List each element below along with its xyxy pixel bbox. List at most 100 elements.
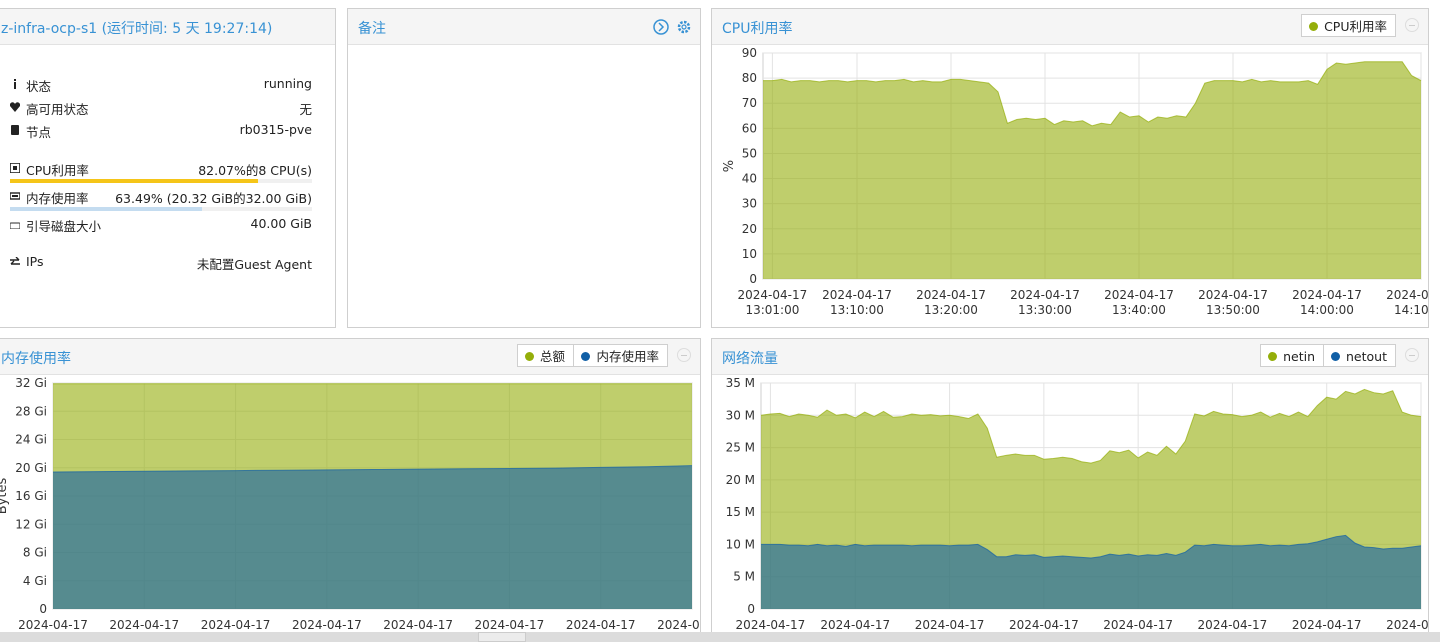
chart: 0 4 Gi 8 Gi 12 Gi 16 Gi 20 Gi 24 Gi 28 Gi 32 Gi 2…	[0, 376, 700, 632]
chart-title: 网络流量	[722, 351, 778, 367]
legend-dot	[1268, 352, 1278, 361]
chart-panel: 内存使用率 总额 内存使用率 0 4 Gi 8 Gi 12 Gi 16 Gi 20 Gi 24 G…	[0, 338, 701, 642]
status-value: 82.07%的8 CPU(s)	[198, 163, 312, 178]
legend-dot	[1309, 22, 1319, 31]
legend-item[interactable]: 内存使用率	[573, 344, 668, 367]
status-title: z-infra-ocp-s1 (运行时间: 5 天 19:27:14)	[1, 21, 273, 37]
legend-dot	[1331, 352, 1340, 361]
legend-item[interactable]: netin	[1260, 344, 1324, 367]
legend-label: netout	[1346, 349, 1387, 364]
status-row: CPU利用率 82.07%的8 CPU(s)	[10, 160, 312, 178]
status-value: rb0315-pve	[239, 122, 312, 137]
x-tick-label: 2024-04-17	[109, 618, 179, 632]
status-label: IPs	[26, 254, 44, 269]
status-icon	[11, 125, 19, 135]
status-label: 高可用状态	[26, 102, 89, 117]
chart-title: 内存使用率	[1, 351, 71, 367]
status-value: 未配置Guest Agent	[196, 257, 312, 272]
x-tick-label: 2024-04-17	[475, 618, 545, 632]
status-label: 节点	[26, 125, 52, 140]
status-icon	[10, 257, 20, 265]
legend-item[interactable]: CPU利用率	[1301, 14, 1396, 37]
legend-item[interactable]: netout	[1323, 344, 1396, 367]
x-tick-label: 2024-04-17 13:30:00	[1010, 288, 1080, 317]
legend-label: CPU利用率	[1324, 19, 1387, 34]
chart-panel: 网络流量 netin netout 0 5 M 10 M 15 M 20 M 25 M 30 M 3…	[711, 338, 1429, 642]
x-tick-label: 2024-04-17	[1103, 618, 1173, 632]
y-tick-label: 80	[742, 71, 757, 85]
status-row: IPs 未配置Guest Agent	[10, 254, 312, 272]
x-tick-label: 2024-04-17 13:50:00	[1198, 288, 1268, 317]
status-icon	[10, 102, 20, 112]
status-value: 无	[299, 102, 312, 117]
series-area	[763, 61, 1421, 280]
usage-track	[10, 207, 312, 211]
usage-track	[10, 179, 312, 183]
status-icon	[10, 192, 20, 200]
y-tick-label: 16 Gi	[15, 489, 47, 503]
y-tick-label: 90	[742, 46, 757, 60]
collapse-icon[interactable]	[677, 348, 691, 362]
series-line	[760, 388, 1422, 464]
y-tick-label: 0	[39, 602, 47, 616]
legend-dot	[524, 352, 534, 361]
status-header: z-infra-ocp-s1 (运行时间: 5 天 19:27:14)	[0, 9, 335, 45]
collapse-icon[interactable]	[1405, 348, 1419, 362]
y-tick-label: 8 Gi	[23, 546, 47, 560]
legend-dot	[581, 352, 591, 361]
chart-title: CPU利用率	[722, 21, 793, 37]
x-tick-label: 2024-04-17	[1386, 618, 1428, 632]
x-tick-label: 2024-04-17	[820, 618, 890, 632]
x-tick-label: 2024-04-17	[736, 618, 806, 632]
status-value: 40.00 GiB	[250, 216, 313, 231]
usage-bar	[10, 207, 202, 211]
status-label: 内存使用率	[26, 191, 89, 206]
x-tick-label: 2024-04-17	[915, 618, 985, 632]
chart-header: 网络流量 netin netout	[712, 339, 1428, 375]
y-tick-label: 12 Gi	[15, 517, 47, 531]
y-tick-label: 20 M	[726, 473, 755, 487]
x-tick-label: 2024-04-17	[1198, 618, 1268, 632]
y-tick-label: 70	[742, 96, 757, 110]
x-tick-label: 2024-04-17 13:10:00	[822, 288, 892, 317]
y-tick-label: 25 M	[726, 441, 755, 455]
notes-title: 备注	[358, 21, 386, 37]
y-tick-label: 28 Gi	[15, 404, 47, 418]
y-tick-label: 30	[742, 197, 757, 211]
status-row: 状态 running	[10, 76, 312, 94]
y-tick-label: 35 M	[726, 376, 755, 390]
legend-label: 总额	[539, 349, 565, 364]
chart-header: CPU利用率 CPU利用率	[712, 9, 1428, 45]
y-tick-label: 0	[747, 602, 755, 616]
status-label: CPU利用率	[26, 163, 89, 178]
status-row: 节点 rb0315-pve	[10, 122, 312, 140]
series-line	[763, 61, 1422, 127]
x-tick-label: 2024-04-17	[657, 618, 700, 632]
x-tick-label: 2024-04-17	[18, 618, 88, 632]
x-tick-label: 2024-04-17	[1009, 618, 1079, 632]
y-tick-label: 50	[742, 146, 757, 160]
notes-panel: 备注	[347, 8, 701, 328]
footer-bar	[0, 632, 1440, 642]
status-value: running	[263, 76, 312, 91]
y-tick-label: 10 M	[726, 537, 755, 551]
x-tick-label: 2024-04-17 13:01:00	[738, 288, 808, 317]
y-tick-label: 24 Gi	[15, 433, 47, 447]
y-tick-label: 10	[742, 247, 757, 261]
y-axis-label: Bytes	[0, 478, 10, 515]
chart: 0 10 20 30 40 50 60 70 80 90 2024-04-17 13:01:00 202…	[722, 46, 1428, 317]
y-tick-label: 20 Gi	[15, 461, 47, 475]
notes-tools[interactable]	[652, 18, 694, 36]
chart-header: 内存使用率 总额 内存使用率	[0, 339, 700, 375]
x-tick-label: 2024-04-17	[292, 618, 362, 632]
legend-item[interactable]: 总额	[516, 344, 574, 367]
collapse-icon[interactable]	[1405, 18, 1419, 32]
status-icon	[14, 79, 16, 89]
splitter[interactable]	[478, 632, 526, 642]
status-icon	[10, 222, 20, 229]
x-tick-label: 2024-04-17 13:20:00	[916, 288, 986, 317]
series-area	[53, 465, 692, 609]
series-line	[52, 465, 693, 473]
status-label: 状态	[26, 79, 52, 94]
